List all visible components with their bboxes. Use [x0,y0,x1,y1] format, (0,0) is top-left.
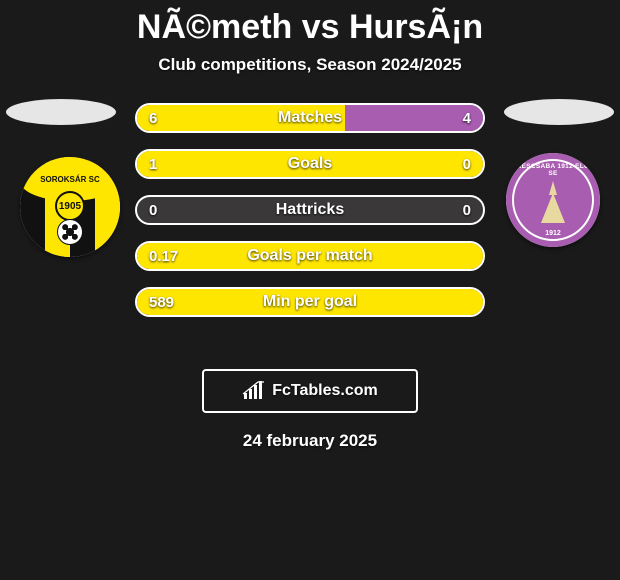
date-text: 24 february 2025 [0,431,620,451]
stat-row-value-right: 0 [463,151,471,177]
stat-row-label: Matches [137,105,483,131]
subtitle: Club competitions, Season 2024/2025 [0,55,620,75]
page-title: NÃ©meth vs HursÃ¡n [0,0,620,47]
stat-row: Min per goal589 [135,287,485,317]
comparison-panel: SOROKSÁR SC 1905 BÉKÉSCSABA 1912 ELŐRE S… [0,103,620,363]
chart-bars-icon [242,381,266,401]
stat-row: Goals per match0.17 [135,241,485,271]
club-badge-right-bg: BÉKÉSCSABA 1912 ELŐRE SE 1912 [506,153,600,247]
stat-row-value-right: 4 [463,105,471,131]
club-badge-right: BÉKÉSCSABA 1912 ELŐRE SE 1912 [506,153,600,247]
stat-row-value-left: 589 [149,289,174,315]
watermark-text: FcTables.com [272,382,378,400]
stat-row: Matches6 4 [135,103,485,133]
club-badge-left-stripes: SOROKSÁR SC 1905 [20,157,120,257]
stat-row-label: Min per goal [137,289,483,315]
club-badge-right-top-text: BÉKÉSCSABA 1912 ELŐRE SE [506,163,600,177]
stat-row-value-left: 6 [149,105,157,131]
club-badge-left: SOROKSÁR SC 1905 [20,157,120,257]
shadow-right-icon [504,99,614,125]
stat-row-value-right: 0 [463,197,471,223]
stat-row-value-left: 0.17 [149,243,178,269]
soccer-ball-icon [57,219,83,245]
club-badge-right-bottom-text: 1912 [506,230,600,237]
stat-row: Goals1 0 [135,149,485,179]
shadow-left-icon [6,99,116,125]
watermark: FcTables.com [202,369,418,413]
club-badge-left-year: 1905 [55,191,85,221]
stat-row-value-left: 0 [149,197,157,223]
stat-row-value-left: 1 [149,151,157,177]
church-icon [536,183,570,223]
stat-row-label: Goals [137,151,483,177]
stat-rows: Matches64Goals10Hattricks00Goals per mat… [135,103,485,333]
stat-row: Hattricks0 0 [135,195,485,225]
stat-row-label: Goals per match [137,243,483,269]
stat-row-label: Hattricks [137,197,483,223]
